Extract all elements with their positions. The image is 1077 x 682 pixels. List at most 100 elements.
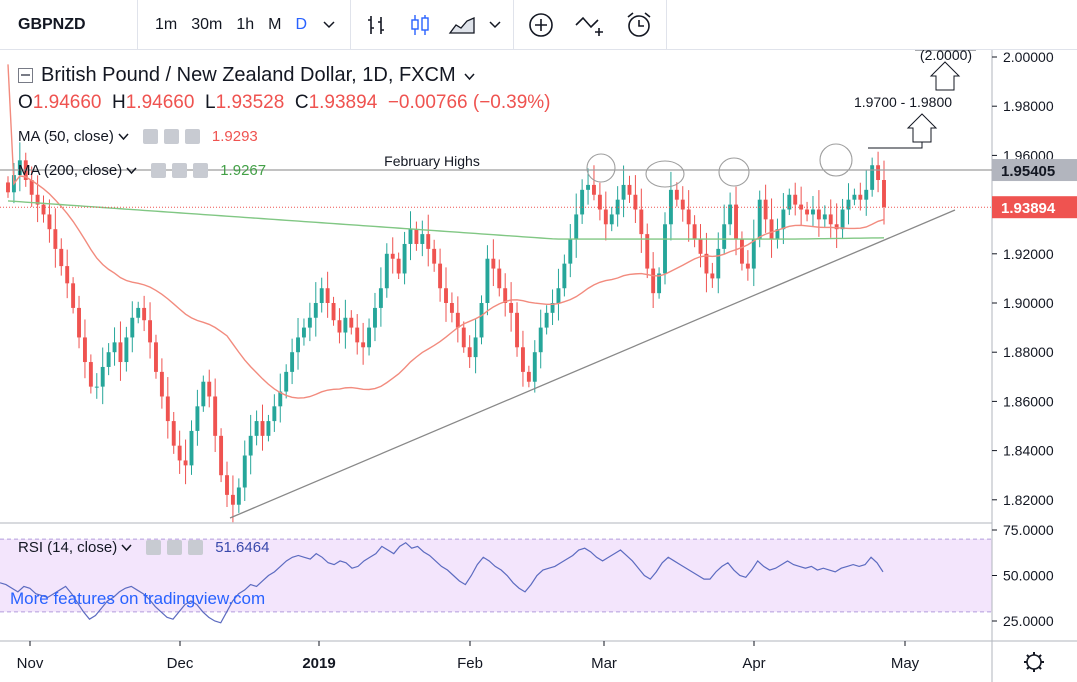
candle <box>698 239 703 254</box>
interval-day[interactable]: D <box>295 15 308 33</box>
target-connector <box>868 142 923 149</box>
high-circle <box>645 160 685 188</box>
candle <box>148 320 153 343</box>
gear-tooth <box>1038 654 1042 658</box>
candle <box>763 199 768 220</box>
chevron-down-icon[interactable] <box>483 0 507 50</box>
collapse-legend-icon[interactable] <box>18 68 33 83</box>
price-tick-label: 1.86000 <box>1003 393 1054 409</box>
candle <box>319 288 324 303</box>
close-icon[interactable] <box>188 540 204 555</box>
candle <box>751 239 756 269</box>
candle <box>710 273 715 279</box>
candle <box>77 307 81 338</box>
candle <box>284 371 289 392</box>
close-icon[interactable] <box>184 129 200 144</box>
high-circle <box>819 143 853 177</box>
chevron-down-icon[interactable] <box>121 539 132 556</box>
time-tick-label: 2019 <box>302 655 335 672</box>
time-tick-label: May <box>891 655 920 672</box>
candle <box>692 224 697 240</box>
candle <box>657 273 662 294</box>
open-value: 1.94660 <box>32 92 102 113</box>
bar-chart-type-icon[interactable] <box>357 0 399 50</box>
rsi-tick-label: 25.0000 <box>1003 613 1054 629</box>
candle <box>390 253 395 259</box>
chevron-down-icon[interactable] <box>314 0 344 50</box>
candle <box>349 317 354 328</box>
candle <box>674 189 679 200</box>
candle <box>497 268 502 289</box>
interval-month[interactable]: M <box>268 15 282 33</box>
eye-icon[interactable] <box>142 129 158 144</box>
candle <box>6 182 10 193</box>
candle <box>787 194 792 210</box>
candle <box>520 347 525 372</box>
candle <box>65 266 70 284</box>
price-tick-label: 1.84000 <box>1003 443 1054 459</box>
close-icon[interactable] <box>193 163 209 178</box>
ma200-legend[interactable]: MA (200, close) 1.9267 <box>18 162 266 179</box>
candle <box>82 337 87 363</box>
candle <box>426 234 431 249</box>
candle <box>846 199 851 210</box>
candle <box>130 317 135 338</box>
gear-icon[interactable] <box>1024 652 1044 672</box>
time-tick-label: Feb <box>457 655 483 672</box>
candle <box>828 214 833 225</box>
candle <box>94 386 99 388</box>
gear-icon[interactable] <box>163 129 179 144</box>
candle <box>781 209 786 230</box>
eye-icon[interactable] <box>146 540 162 555</box>
ma50-value: 1.9293 <box>211 128 258 145</box>
candle <box>663 224 667 274</box>
candle <box>609 214 614 225</box>
candle <box>177 445 182 461</box>
target-top-arrow-icon <box>929 61 961 91</box>
candle <box>882 180 886 208</box>
candle <box>361 342 366 348</box>
chevron-down-icon[interactable] <box>126 162 137 179</box>
interval-1h[interactable]: 1h <box>236 15 255 33</box>
area-chart-type-icon[interactable] <box>441 0 483 50</box>
chevron-down-icon[interactable] <box>464 64 475 87</box>
eye-icon[interactable] <box>151 163 167 178</box>
candle <box>757 199 762 240</box>
add-indicator-icon[interactable] <box>520 0 562 50</box>
target-range-label: 1.9700 - 1.9800 <box>854 94 952 110</box>
candle <box>449 303 454 313</box>
chevron-down-icon[interactable] <box>118 128 129 145</box>
rsi-value: 51.6464 <box>215 539 270 556</box>
interval-1m[interactable]: 1m <box>155 15 178 33</box>
rsi-band <box>0 539 992 612</box>
rsi-legend[interactable]: RSI (14, close) 51.6464 <box>18 539 269 556</box>
candle <box>124 337 129 363</box>
ma50-line <box>7 64 885 399</box>
candle <box>307 317 312 328</box>
tradingview-watermark[interactable]: More features on tradingview.com <box>10 589 266 608</box>
candle <box>71 283 76 308</box>
candles-chart-type-icon[interactable] <box>399 0 441 50</box>
gear-icon[interactable] <box>172 163 188 178</box>
candle <box>473 337 478 358</box>
candle <box>59 248 64 267</box>
gear-tooth <box>1038 666 1042 670</box>
candle <box>645 234 650 269</box>
candle <box>29 180 34 195</box>
symbol-search[interactable]: GBPNZD <box>0 0 138 50</box>
ma50-label: MA (50, close) <box>18 128 114 145</box>
gear-icon[interactable] <box>167 540 183 555</box>
ma50-legend[interactable]: MA (50, close) 1.9293 <box>18 128 258 145</box>
candle <box>538 327 543 353</box>
candle <box>633 194 638 210</box>
rsi-tick-label: 75.0000 <box>1003 522 1054 538</box>
trendline <box>229 209 956 519</box>
alarm-clock-icon[interactable] <box>618 0 660 50</box>
interval-30m[interactable]: 30m <box>191 15 223 33</box>
candle <box>154 342 158 372</box>
candle <box>680 199 685 210</box>
candle <box>580 189 585 215</box>
compare-symbol-icon[interactable] <box>562 0 618 50</box>
candle <box>378 288 383 308</box>
